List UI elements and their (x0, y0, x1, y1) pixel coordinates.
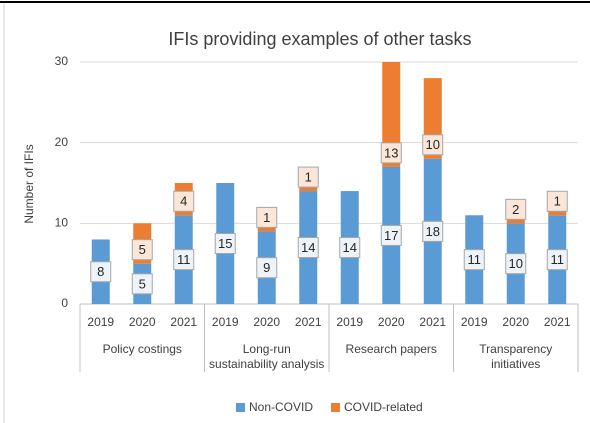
x-tick-label: 2020 (502, 315, 529, 329)
x-tick-label: 2021 (295, 315, 322, 329)
x-tick-label: 2019 (87, 315, 114, 329)
data-label: 9 (263, 260, 270, 275)
group-label: Long-run sustainability analysis (209, 342, 325, 371)
data-label-box (173, 190, 195, 212)
data-label-box (422, 220, 444, 242)
data-label: 10 (426, 137, 440, 152)
data-label-box (463, 249, 485, 271)
legend-label: COVID-related (344, 400, 423, 414)
x-tick-label: 2020 (253, 315, 280, 329)
data-label: 11 (177, 252, 191, 267)
data-label-box (131, 239, 153, 261)
data-label: 1 (305, 170, 312, 185)
data-label: 11 (468, 252, 482, 267)
legend-label: Non-COVID (249, 400, 313, 414)
x-tick-label: 2021 (419, 315, 446, 329)
x-tick-label: 2020 (129, 315, 156, 329)
group-label: Research papers (345, 342, 437, 356)
x-tick-label: 2021 (544, 315, 571, 329)
data-label-box (505, 253, 527, 275)
data-label-box (131, 273, 153, 295)
data-label-box (297, 166, 319, 188)
data-label-box (256, 257, 278, 279)
data-label-box (380, 224, 402, 246)
data-label: 14 (301, 240, 315, 255)
y-tick-label: 20 (55, 135, 69, 149)
y-tick-label: 0 (61, 296, 68, 310)
data-label: 1 (554, 194, 561, 209)
data-label-box (339, 237, 361, 259)
data-label: 10 (509, 256, 523, 271)
group-label: Transparency initiatives (479, 342, 553, 371)
data-label: 14 (343, 240, 357, 255)
data-label-box (546, 249, 568, 271)
data-label: 11 (551, 252, 565, 267)
x-tick-label: 2019 (212, 315, 239, 329)
data-label: 4 (180, 194, 187, 209)
data-label-box (422, 134, 444, 156)
x-tick-label: 2019 (461, 315, 488, 329)
chart-title: IFIs providing examples of other tasks (168, 29, 471, 49)
data-label-box (173, 249, 195, 271)
data-label-box (297, 237, 319, 259)
data-label: 5 (139, 276, 146, 291)
data-label: 8 (97, 264, 104, 279)
y-tick-label: 30 (55, 54, 69, 68)
data-label: 17 (384, 228, 398, 243)
data-label: 15 (218, 236, 232, 251)
data-label-box (505, 198, 527, 220)
legend-swatch (236, 403, 245, 412)
x-tick-label: 2019 (336, 315, 363, 329)
data-label-box (256, 206, 278, 228)
data-label: 13 (384, 145, 398, 160)
data-label-box (214, 233, 236, 254)
x-tick-label: 2020 (378, 315, 405, 329)
data-label-box (380, 142, 402, 164)
data-label-box (90, 261, 112, 283)
bar-segment (382, 62, 401, 167)
data-label: 18 (426, 224, 440, 239)
legend-swatch (331, 403, 341, 412)
group-label: Policy costings (102, 342, 182, 356)
y-tick-label: 10 (55, 216, 69, 230)
data-label: 5 (139, 242, 146, 257)
y-axis-label: Number of IFIs (22, 144, 36, 223)
data-label: 1 (263, 210, 270, 225)
x-tick-label: 2021 (170, 315, 197, 329)
data-label-box (546, 190, 568, 212)
data-label: 2 (512, 202, 519, 217)
